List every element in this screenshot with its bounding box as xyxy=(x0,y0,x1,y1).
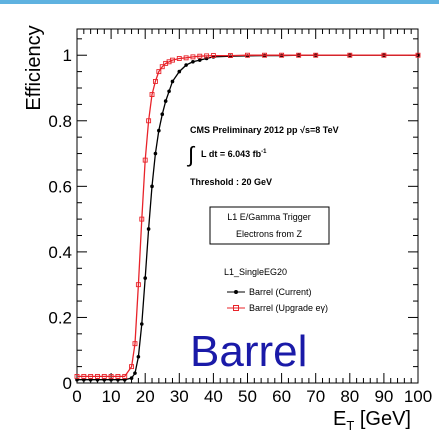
data-point-current xyxy=(139,322,144,326)
y-tick-labels: 0 0.2 0.4 0.6 0.8 1 xyxy=(48,46,72,393)
legend-upgrade-marker xyxy=(233,305,239,311)
y-tick-label: 0.2 xyxy=(48,308,72,327)
data-point-upgrade xyxy=(142,157,148,163)
data-point-current xyxy=(167,89,171,94)
y-tick-label: 0.6 xyxy=(48,177,72,196)
data-point-upgrade xyxy=(139,216,145,222)
x-tick-label: 80 xyxy=(340,387,359,406)
data-point-upgrade xyxy=(108,373,114,379)
series-upgrade xyxy=(74,52,421,379)
y-axis-label: Efficiency xyxy=(23,25,45,110)
data-point-upgrade xyxy=(135,282,141,288)
data-point-current xyxy=(157,128,161,133)
x-tick-label: 100 xyxy=(404,387,432,406)
data-point-current xyxy=(197,58,202,62)
data-point-upgrade xyxy=(262,52,267,58)
x-tick-label: 70 xyxy=(306,387,325,406)
series-layer xyxy=(74,52,421,382)
data-point-upgrade xyxy=(95,373,100,379)
data-point-upgrade xyxy=(170,57,175,63)
data-point-upgrade xyxy=(197,53,203,59)
data-point-upgrade xyxy=(129,364,135,370)
trigger-info-box xyxy=(209,206,330,245)
data-point-current xyxy=(133,371,137,375)
data-point-current xyxy=(146,227,151,231)
integral-sign: ∫ xyxy=(186,142,196,167)
data-point-current xyxy=(204,56,209,61)
data-point-upgrade xyxy=(227,53,233,58)
data-point-current xyxy=(191,59,195,64)
trigger-box-line2: Electrons from Z xyxy=(236,229,303,239)
data-point-upgrade xyxy=(101,373,107,379)
data-point-current xyxy=(143,276,147,280)
threshold-label: Threshold : 20 GeV xyxy=(190,177,272,187)
data-point-upgrade xyxy=(313,52,319,58)
data-point-upgrade xyxy=(149,92,155,98)
y-tick-label: 1 xyxy=(63,46,72,65)
x-tick-label: 0 xyxy=(72,387,81,406)
accent-bar xyxy=(0,0,439,4)
legend-entry-upgrade: Barrel (Upgrade eγ) xyxy=(227,303,328,313)
x-tick-labels: 0 10 20 30 40 50 60 70 80 90 100 xyxy=(72,387,432,406)
data-point-current xyxy=(153,151,158,156)
x-axis-label: ET [GeV] xyxy=(333,408,411,433)
data-point-upgrade xyxy=(347,52,353,58)
x-tick-label: 30 xyxy=(170,387,189,406)
y-tick-label: 0.8 xyxy=(48,112,72,131)
legend-current-label: Barrel (Current) xyxy=(249,287,312,297)
data-point-upgrade xyxy=(190,54,196,60)
lumi-label: L dt = 6.043 fb-1 xyxy=(201,149,267,159)
data-point-current xyxy=(163,99,168,103)
data-point-upgrade xyxy=(132,341,138,347)
region-label: Barrel xyxy=(190,327,307,376)
data-point-upgrade xyxy=(159,64,165,70)
data-point-upgrade xyxy=(245,52,250,58)
data-point-current xyxy=(160,112,165,117)
data-point-current xyxy=(177,69,182,74)
legend-upgrade-label: Barrel (Upgrade eγ) xyxy=(249,303,328,313)
data-point-upgrade xyxy=(146,118,152,124)
data-point-upgrade xyxy=(381,52,387,58)
x-tick-label: 90 xyxy=(374,387,393,406)
data-point-upgrade xyxy=(210,53,216,58)
x-tick-label: 20 xyxy=(136,387,155,406)
data-point-current xyxy=(170,79,175,84)
data-point-current xyxy=(136,354,141,359)
y-tick-label: 0 xyxy=(63,374,72,393)
data-point-current xyxy=(150,184,154,189)
data-point-upgrade xyxy=(115,373,121,379)
x-tick-label: 10 xyxy=(102,387,121,406)
x-tick-label: 50 xyxy=(238,387,257,406)
y-tick-label: 0.4 xyxy=(48,243,72,262)
cms-label: CMS Preliminary 2012 pp √s=8 TeV xyxy=(190,125,339,135)
x-tick-label: 40 xyxy=(204,387,223,406)
data-point-upgrade xyxy=(88,373,94,379)
data-point-upgrade xyxy=(122,373,128,379)
data-point-upgrade xyxy=(415,52,421,58)
legend-entry-current: Barrel (Current) xyxy=(227,287,312,297)
data-point-upgrade xyxy=(176,56,182,61)
data-point-upgrade xyxy=(279,52,285,58)
legend-header: L1_SingleEG20 xyxy=(224,267,287,277)
data-point-current xyxy=(184,63,188,67)
x-tick-label: 60 xyxy=(272,387,291,406)
data-point-upgrade xyxy=(296,52,302,58)
data-point-upgrade xyxy=(74,373,80,379)
data-point-upgrade xyxy=(156,69,162,75)
data-point-upgrade xyxy=(183,55,189,61)
trigger-box-line1: L1 E/Gamma Trigger xyxy=(227,212,311,222)
data-point-upgrade xyxy=(81,373,87,379)
legend-current-marker xyxy=(234,290,238,294)
data-point-upgrade xyxy=(204,53,210,59)
data-point-current xyxy=(129,376,134,380)
data-point-upgrade xyxy=(152,78,158,84)
